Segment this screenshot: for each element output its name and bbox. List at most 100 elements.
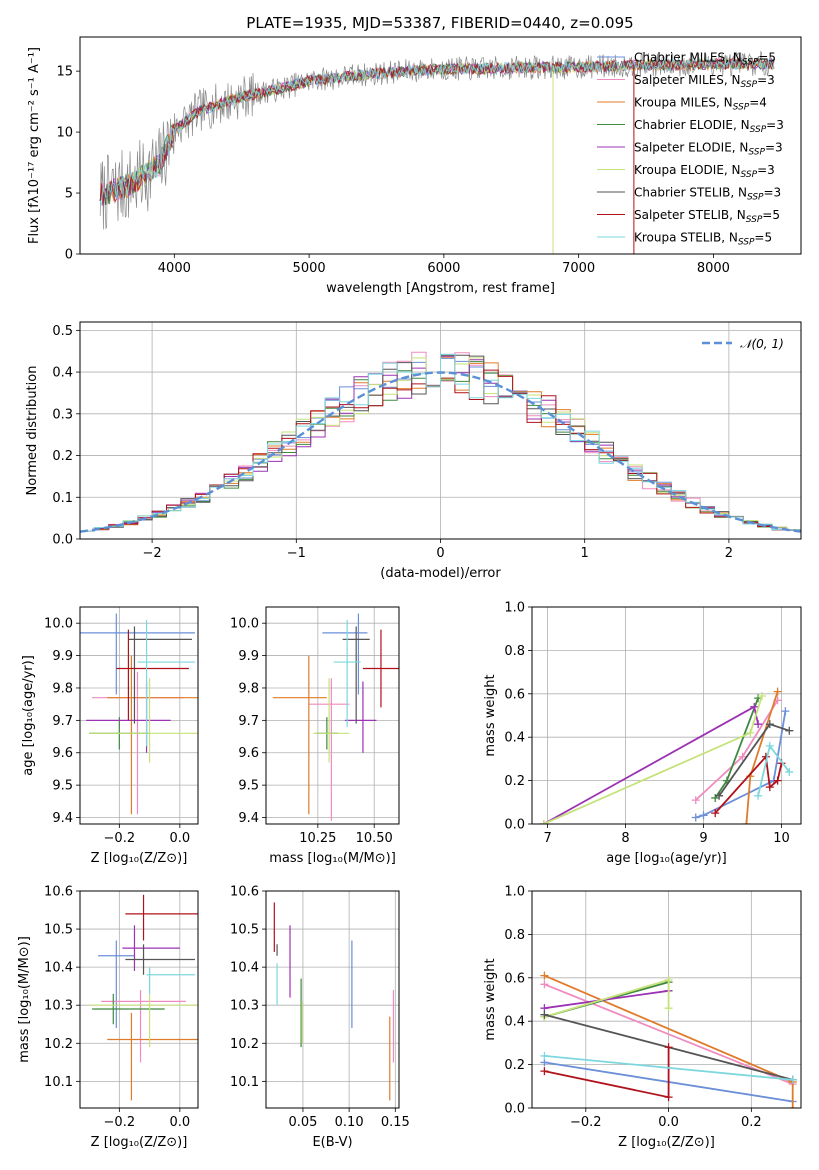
y-tick-label: 9.4	[52, 811, 73, 826]
y-tick-label: 10.6	[230, 885, 259, 900]
residuals-frame	[79, 321, 802, 540]
mass_vs_ebv-points	[273, 902, 395, 1101]
weight-marker-kroupa-elodie	[758, 691, 767, 700]
legend-label: Chabrier ELODIE, NSSP=3	[634, 118, 784, 135]
y-tick-label: 10.2	[44, 1037, 73, 1052]
weight-marker-kroupa-stelib	[754, 791, 763, 800]
y-tick-label: 0.0	[504, 1102, 525, 1117]
weight-line-salpeter-elodie	[544, 989, 669, 1010]
y-tick-label: 0.2	[504, 774, 525, 789]
weight-marker-salpeter-stelib	[711, 809, 720, 818]
age_vs_mass-points	[272, 613, 399, 821]
legend-label: Salpeter STELIB, NSSP=5	[634, 208, 780, 225]
weight-marker-salpeter-elodie	[750, 702, 759, 711]
x-axis-label: Z [log₁₀(Z/Z⊙)]	[618, 1135, 715, 1150]
x-tick-label: 0.15	[381, 1115, 410, 1130]
weight-marker-salpeter-stelib	[540, 1067, 549, 1076]
spectrum-axes: 4000 5000 6000 7000 8000 0 5 10 15 wavelength [An…	[27, 47, 730, 296]
x-tick-label: 0.05	[288, 1115, 317, 1130]
weight-marker-salpeter-miles	[540, 980, 549, 989]
weight-line-chabrier-miles	[695, 711, 787, 819]
y-tick-label: 0.2	[52, 449, 73, 464]
mass_vs_Z-points	[89, 894, 198, 1101]
weight-line-kroupa-stelib	[544, 1055, 793, 1081]
weight-marker-salpeter-miles	[691, 796, 700, 805]
mass_vs_ebv-axes: 0.05 0.10 0.15 10.1 10.2 10.3 10.4 10.5 10.6 E(B-…	[230, 885, 410, 1151]
y-tick-label: 10	[56, 126, 73, 141]
legend-label: Kroupa MILES, NSSP=4	[634, 96, 767, 113]
weight-marker-chabrier-miles	[691, 813, 700, 822]
mass_vs_ebv-frame	[265, 890, 400, 1109]
y-tick-label: 9.7	[238, 714, 259, 729]
spectrum-frame	[79, 36, 802, 255]
y-tick-label: 0.6	[504, 687, 525, 702]
weight-line-chabrier-elodie	[714, 697, 759, 799]
legend-label: Salpeter MILES, NSSP=3	[634, 73, 775, 90]
weight-marker-chabrier-stelib	[785, 726, 794, 735]
x-tick-label: 0.0	[170, 1115, 191, 1130]
weight-marker-chabrier-stelib	[765, 720, 774, 729]
weight-marker-chabrier-stelib	[715, 791, 724, 800]
y-tick-label: 0.6	[504, 971, 525, 986]
residual-histograms	[80, 351, 801, 533]
weight-marker-chabrier-miles	[781, 707, 790, 716]
weight-marker-salpeter-stelib	[664, 1043, 673, 1052]
y-tick-label: 1.0	[504, 885, 525, 900]
y-tick-label: 0.0	[504, 818, 525, 833]
age_vs_Z-points	[80, 613, 198, 815]
y-axis-label: mass [log₁₀(M/M⊙)]	[17, 936, 32, 1063]
y-tick-label: 9.7	[52, 714, 73, 729]
weight-line-chabrier-stelib	[718, 723, 790, 797]
spectrum-model-line-chabrier-stelib	[99, 57, 775, 206]
spectrum-legend: Chabrier MILES, NSSP=5 Salpeter MILES, NS…	[597, 51, 784, 248]
y-tick-label: 10.6	[44, 885, 73, 900]
weight-marker-kroupa-elodie	[539, 820, 548, 824]
weight-marker-kroupa-elodie	[746, 728, 755, 737]
x-tick-label: 0	[436, 546, 444, 561]
y-tick-label: 0.4	[52, 366, 73, 381]
x-tick-label: −0.2	[104, 1115, 136, 1130]
y-tick-label: 9.6	[52, 746, 73, 761]
x-tick-label: 6000	[427, 261, 460, 276]
legend-label: 𝒩(0, 1)	[740, 337, 784, 351]
weight-marker-kroupa-miles	[788, 1104, 797, 1108]
weight-marker-kroupa-elodie	[664, 1004, 673, 1013]
age_vs_Z-axes: −0.2 0.0 9.4 9.5 9.6 9.7 9.8 9.9 10.0 Z [log₁₀(Z/…	[21, 607, 198, 866]
x-tick-label: −1	[287, 546, 306, 561]
weight-marker-kroupa-miles	[540, 971, 549, 980]
weight-marker-kroupa-miles	[773, 687, 782, 696]
y-tick-label: 10.3	[44, 999, 73, 1014]
y-tick-label: 9.8	[238, 681, 259, 696]
weight_vs_age-frame	[531, 606, 802, 825]
y-tick-label: 9.5	[238, 779, 259, 794]
x-tick-label: 5000	[293, 261, 326, 276]
y-tick-label: 10.0	[44, 617, 73, 632]
y-tick-label: 10.1	[230, 1075, 259, 1090]
y-tick-label: 0.5	[52, 324, 73, 339]
age_vs_mass-frame	[265, 606, 400, 825]
x-tick-label: 2	[725, 546, 733, 561]
spectrum-model-line-kroupa-stelib	[99, 57, 775, 206]
weight-marker-kroupa-stelib	[540, 1051, 549, 1060]
x-tick-label: 10	[773, 831, 790, 846]
x-tick-label: −2	[143, 546, 162, 561]
legend-label: Chabrier STELIB, NSSP=3	[634, 186, 781, 203]
y-tick-label: 9.4	[238, 811, 259, 826]
gaussian-curve	[80, 371, 801, 533]
x-tick-label: −0.2	[570, 1115, 602, 1130]
legend-label: Salpeter ELODIE, NSSP=3	[634, 141, 783, 158]
y-tick-label: 0	[65, 248, 73, 263]
y-tick-label: 15	[56, 65, 73, 80]
y-tick-label: 0.4	[504, 731, 525, 746]
x-tick-label: −0.2	[104, 831, 136, 846]
y-tick-label: 9.6	[238, 746, 259, 761]
x-axis-label: E(B-V)	[312, 1135, 352, 1150]
y-tick-label: 5	[65, 187, 73, 202]
figure-title: PLATE=1935, MJD=53387, FIBERID=0440, z=0…	[246, 14, 633, 32]
legend-label: Kroupa ELODIE, NSSP=3	[634, 163, 775, 180]
weight-marker-kroupa-stelib	[788, 1075, 797, 1084]
weight-marker-salpeter-stelib	[664, 1093, 673, 1102]
x-tick-label: 0.0	[658, 1115, 679, 1130]
y-axis-label: age [log₁₀(age/yr)]	[21, 655, 36, 776]
